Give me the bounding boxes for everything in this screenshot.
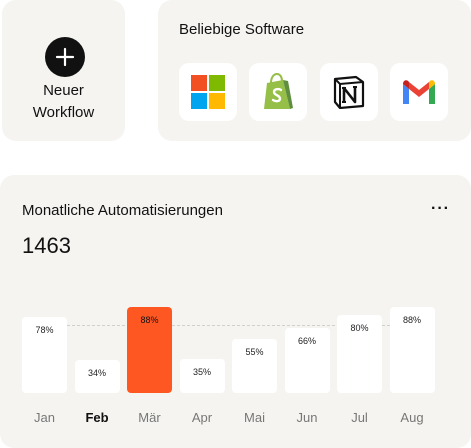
bar-jul[interactable]: 80% — [337, 315, 382, 393]
new-workflow-label: Neuer Workflow — [32, 82, 95, 121]
plus-icon — [55, 47, 75, 67]
more-options-icon[interactable]: ··· — [431, 200, 450, 217]
app-tile-microsoft[interactable] — [179, 63, 237, 121]
bar-value-label: 35% — [192, 367, 211, 377]
bar-aug[interactable]: 88% — [389, 307, 435, 393]
bar-mai[interactable]: 55% — [232, 339, 277, 393]
stats-title: Monatliche Automatisierungen — [22, 202, 223, 219]
bar-value-label: 55% — [245, 347, 264, 357]
bar-value-label: 80% — [350, 323, 369, 333]
app-tile-shopify[interactable] — [249, 63, 307, 121]
bar-value-label: 78% — [35, 325, 54, 335]
shopify-icon — [264, 73, 293, 109]
gmail-icon — [403, 80, 435, 104]
month-label: Jan — [34, 410, 55, 425]
app-tile-gmail[interactable] — [390, 63, 448, 121]
reference-line — [22, 325, 435, 326]
bar-jan[interactable]: 78% — [22, 317, 67, 393]
month-label: Mär — [138, 410, 161, 425]
bar-feb[interactable]: 34% — [74, 360, 120, 393]
bar-value-label: 88% — [140, 315, 159, 325]
monthly-automations-card: Monatliche Automatisierungen ··· 1463 78… — [0, 175, 471, 448]
notion-icon — [333, 75, 365, 109]
new-workflow-card[interactable]: Neuer Workflow — [2, 0, 125, 141]
bar-mär[interactable]: 88% — [127, 307, 172, 393]
add-workflow-button[interactable] — [45, 37, 85, 77]
bar-value-label: 88% — [402, 315, 421, 325]
bar-apr[interactable]: 35% — [179, 359, 225, 393]
microsoft-icon — [191, 75, 225, 109]
month-label: Jun — [296, 410, 318, 425]
bar-jun[interactable]: 66% — [284, 328, 330, 393]
app-tile-notion[interactable] — [320, 63, 378, 121]
bar-value-label: 66% — [297, 336, 316, 346]
month-label: Aug — [400, 410, 424, 425]
bar-value-label: 34% — [87, 368, 106, 378]
stats-total: 1463 — [22, 233, 71, 258]
bar-chart: 78% Jan 34% Feb 88% Mär 35% Apr 55% Mai 66% Jun 80% J… — [0, 175, 471, 448]
month-label: Jul — [351, 410, 368, 425]
month-label: Mai — [244, 410, 265, 425]
software-title: Beliebige Software — [179, 21, 305, 38]
month-label: Apr — [191, 410, 213, 425]
month-label: Feb — [85, 410, 109, 425]
software-card: Beliebige Software — [158, 0, 471, 141]
